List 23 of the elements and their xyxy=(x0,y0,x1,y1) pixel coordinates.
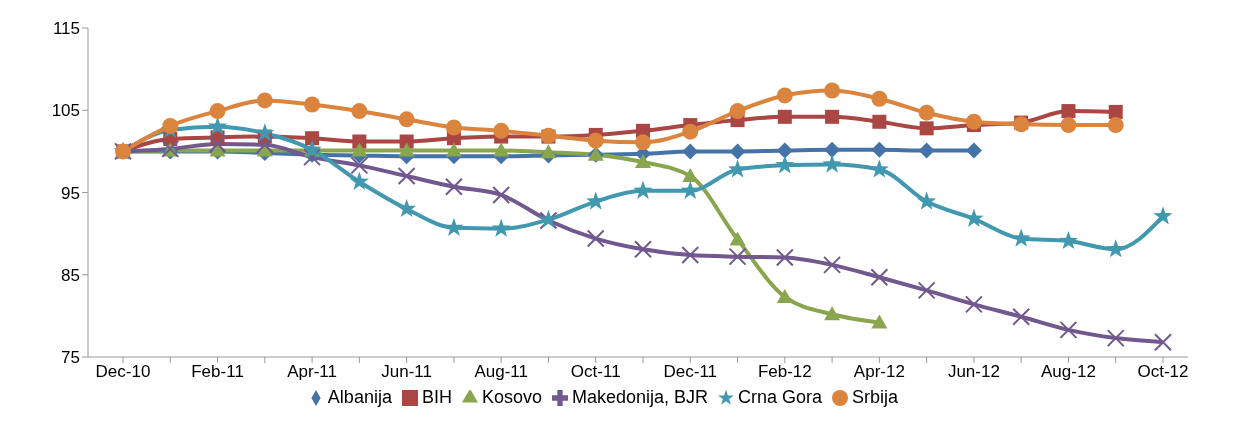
legend-label: Kosovo xyxy=(481,387,542,407)
legend-label: Makedonija, BJR xyxy=(571,387,709,407)
legend-label: Albanija xyxy=(327,387,392,407)
legend-label: Srbija xyxy=(852,387,899,407)
x-tick-label: Dec-11 xyxy=(663,362,718,382)
x-tick-label: Oct-11 xyxy=(570,362,621,382)
legend-label: Crna Gora xyxy=(738,387,823,407)
y-tick-label: 115 xyxy=(52,19,80,39)
x-tick-label: Apr-12 xyxy=(853,362,905,382)
y-tick-label: 105 xyxy=(51,101,80,121)
y-tick-label: 95 xyxy=(61,183,80,203)
x-tick-label: Dec-10 xyxy=(95,362,151,382)
x-tick-label: Feb-12 xyxy=(757,362,812,382)
x-tick-label: Jun-12 xyxy=(947,362,1000,382)
x-tick-label: Apr-11 xyxy=(287,362,337,382)
y-tick-label: 85 xyxy=(61,265,80,285)
x-tick-label: Feb-11 xyxy=(191,362,244,382)
x-tick-label: Oct-12 xyxy=(1137,362,1189,382)
x-tick-label: Aug-11 xyxy=(474,362,528,382)
legend-label: BIH xyxy=(421,387,452,407)
x-tick-label: Aug-12 xyxy=(1041,362,1096,382)
y-tick-label: 75 xyxy=(61,348,80,368)
x-tick-label: Jun-11 xyxy=(381,362,432,382)
